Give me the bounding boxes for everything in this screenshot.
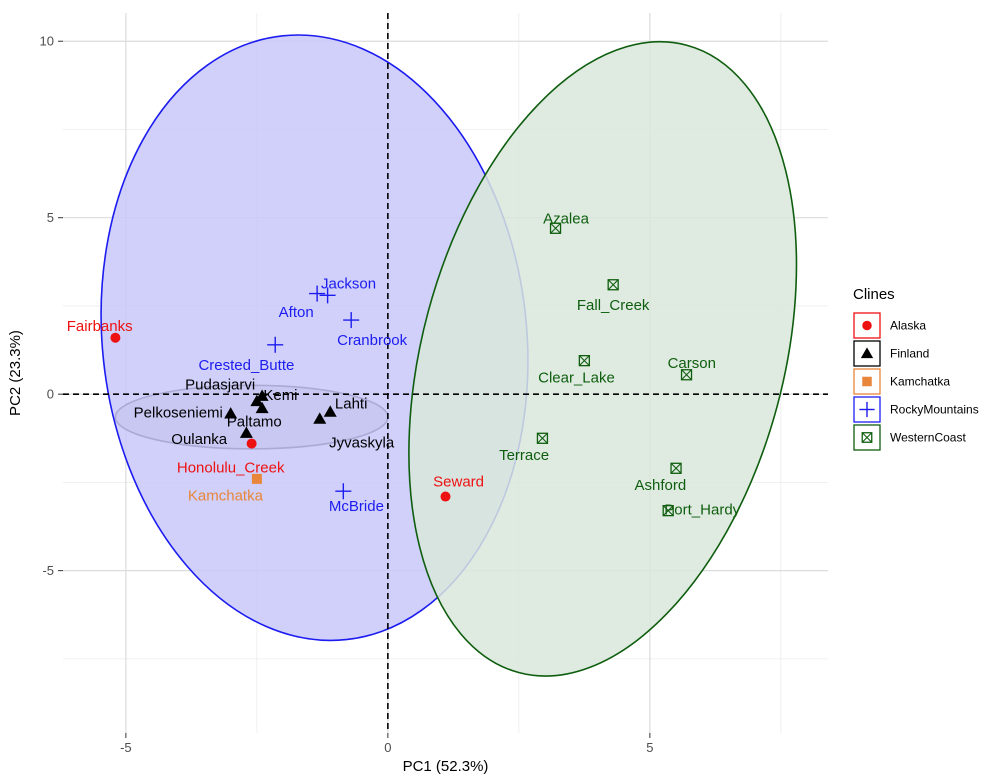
legend-entry-rockymountains: RockyMountains (853, 396, 979, 423)
point-label-paltamo: Paltamo (227, 413, 282, 430)
point-port-hardy (662, 504, 674, 517)
point-fairbanks (110, 332, 121, 343)
point-label-fairbanks: Fairbanks (67, 318, 133, 335)
point-terrace (536, 432, 549, 444)
point-mcbride (335, 483, 352, 500)
point-seward (440, 491, 451, 502)
data-points (110, 222, 693, 517)
point-ashford (670, 462, 682, 474)
point-jackson (319, 287, 336, 304)
point-carson (680, 369, 693, 381)
point-label-jackson: Jackson (321, 276, 376, 293)
y-tick-label: 0 (47, 387, 54, 402)
point-lahti (323, 405, 337, 417)
legend-entry-kamchatka: Kamchatka (853, 368, 950, 395)
point-afton (309, 285, 326, 302)
legend-symbol-rockymountains (859, 401, 875, 418)
y-axis-title: PC2 (23.3%) (7, 330, 24, 416)
legend-symbol-kamchatka (862, 376, 872, 387)
legend-label: Kamchatka (890, 375, 950, 389)
legend-symbol-alaska (862, 320, 872, 331)
legend-key-box (853, 312, 881, 339)
point-clear-lake (578, 354, 591, 367)
legend-symbol-finland (860, 347, 874, 359)
x-axis-title: PC1 (52.3%) (403, 758, 489, 775)
point-label-cranbrook: Cranbrook (337, 332, 408, 349)
legend-label: Finland (890, 347, 929, 361)
point-labels: Fairbanks Honolulu_Creek Seward Pudasjarvi K… (67, 210, 741, 518)
point-label-port-hardy: Port_Hardy (664, 502, 740, 519)
point-label-jyvaskyla: Jyvaskyla (329, 435, 395, 452)
point-label-pudasjarvi: Pudasjarvi (185, 376, 255, 393)
point-label-terrace: Terrace (499, 447, 549, 464)
y-tick-label: -5 (42, 563, 54, 578)
point-label-afton: Afton (279, 304, 314, 321)
y-tick-label: 5 (47, 210, 54, 225)
reference-lines (63, 13, 828, 733)
point-label-kamchatka: Kamchatka (188, 487, 264, 504)
legend: Clines Alaska Finland Kamchatka RockyMounta… (853, 286, 979, 451)
point-azalea (549, 222, 562, 234)
point-kamchatka (251, 473, 262, 484)
point-pelkoseniemi (224, 407, 238, 419)
y-tick-label: 10 (40, 34, 54, 49)
point-label-crested-butte: Crested_Butte (198, 357, 294, 374)
point-oulanka (239, 426, 253, 438)
point-label-carson: Carson (668, 355, 716, 372)
point-label-honolulu-creek: Honolulu_Creek (177, 459, 285, 476)
point-honolulu-creek (246, 438, 257, 449)
point-label-fall-creek: Fall_Creek (577, 297, 650, 314)
point-label-pelkoseniemi: Pelkoseniemi (134, 405, 223, 422)
legend-title: Clines (853, 286, 895, 303)
point-label-oulanka: Oulanka (171, 431, 228, 448)
legend-entry-westerncoast: WesternCoast (853, 424, 966, 451)
x-tick-label: 0 (384, 740, 391, 755)
point-label-mcbride: McBride (329, 498, 384, 515)
x-tick-label: -5 (120, 740, 132, 755)
point-fall-creek (607, 279, 619, 291)
legend-label: RockyMountains (890, 403, 979, 417)
axes: -5 0 5 -5 0 5 10 (40, 34, 654, 755)
point-paltamo (255, 401, 269, 414)
point-cranbrook (343, 312, 360, 329)
x-tick-label: 5 (646, 740, 653, 755)
point-label-ashford: Ashford (634, 477, 686, 494)
point-label-lahti: Lahti (335, 396, 368, 413)
point-label-azalea: Azalea (543, 210, 590, 227)
legend-label: WesternCoast (890, 431, 966, 445)
legend-entry-finland: Finland (853, 340, 929, 367)
ellipse-westerncoast (408, 40, 798, 677)
legend-entry-alaska: Alaska (853, 312, 926, 339)
legend-label: Alaska (890, 319, 926, 333)
legend-symbol-westerncoast (861, 432, 873, 443)
confidence-ellipses (100, 34, 798, 677)
point-kemi (255, 389, 269, 401)
point-label-kemi: Kemi (263, 387, 297, 404)
point-label-seward: Seward (433, 473, 484, 490)
point-crested-butte (267, 336, 284, 353)
point-jyvaskyla (313, 412, 327, 424)
point-label-clear-lake: Clear_Lake (538, 369, 615, 386)
